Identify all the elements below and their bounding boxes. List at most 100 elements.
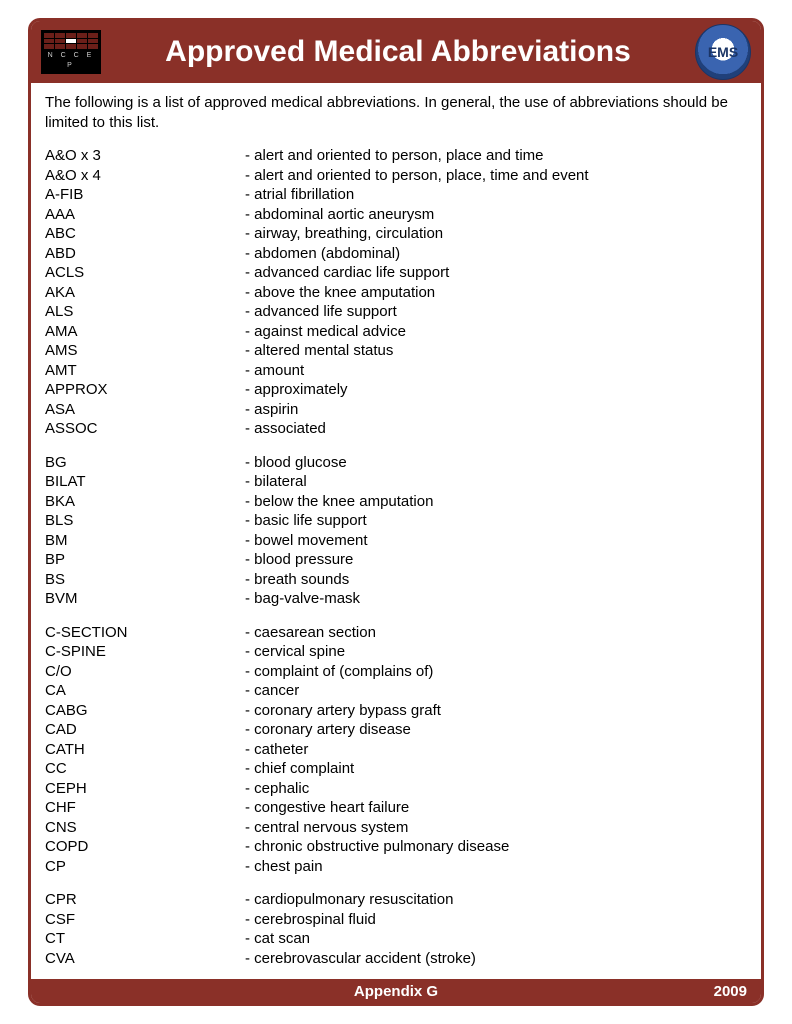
abbrev-row: A-FIB- atrial fibrillation [45, 185, 747, 205]
abbrev-definition: - altered mental status [245, 341, 747, 361]
nccep-logo-text: N C C E P [44, 51, 98, 71]
abbrev-term: CHF [45, 798, 245, 818]
abbrev-definition: - bag-valve-mask [245, 589, 747, 609]
abbrev-term: ALS [45, 302, 245, 322]
abbrev-row: BILAT- bilateral [45, 472, 747, 492]
abbrev-definition: - cerebrovascular accident (stroke) [245, 949, 747, 969]
abbrev-definition: - advanced life support [245, 302, 747, 322]
abbrev-row: CABG- coronary artery bypass graft [45, 701, 747, 721]
abbrev-term: CNS [45, 818, 245, 838]
abbrev-term: AMA [45, 322, 245, 342]
abbrev-row: AMS- altered mental status [45, 341, 747, 361]
abbrev-definition: - cat scan [245, 929, 747, 949]
abbrev-row: CP- chest pain [45, 857, 747, 877]
abbrev-row: CNS- central nervous system [45, 818, 747, 838]
abbrev-term: APPROX [45, 380, 245, 400]
abbrev-definition: - alert and oriented to person, place an… [245, 146, 747, 166]
abbrev-row: APPROX- approximately [45, 380, 747, 400]
abbrev-definition: - blood pressure [245, 550, 747, 570]
abbrev-row: BM- bowel movement [45, 531, 747, 551]
abbrev-row: BG- blood glucose [45, 453, 747, 473]
abbrev-term: A&O x 4 [45, 166, 245, 186]
abbrev-row: CEPH- cephalic [45, 779, 747, 799]
abbrev-term: BVM [45, 589, 245, 609]
abbrev-row: CC- chief complaint [45, 759, 747, 779]
abbrev-definition: - above the knee amputation [245, 283, 747, 303]
abbrev-definition: - cephalic [245, 779, 747, 799]
abbrev-row: CSF- cerebrospinal fluid [45, 910, 747, 930]
abbrev-term: AMS [45, 341, 245, 361]
abbrev-definition: - cardiopulmonary resuscitation [245, 890, 747, 910]
abbrev-definition: - alert and oriented to person, place, t… [245, 166, 747, 186]
abbrev-term: CATH [45, 740, 245, 760]
abbrev-row: C/O- complaint of (complains of) [45, 662, 747, 682]
abbrev-row: COPD- chronic obstructive pulmonary dise… [45, 837, 747, 857]
abbrev-definition: - airway, breathing, circulation [245, 224, 747, 244]
abbrev-row: ASSOC- associated [45, 419, 747, 439]
abbrev-row: CVA- cerebrovascular accident (stroke) [45, 949, 747, 969]
abbrev-row: ABC- airway, breathing, circulation [45, 224, 747, 244]
abbrev-group: A&O x 3- alert and oriented to person, p… [45, 146, 747, 439]
abbrev-definition: - coronary artery disease [245, 720, 747, 740]
abbrev-row: A&O x 4- alert and oriented to person, p… [45, 166, 747, 186]
document-frame: N C C E P Approved Medical Abbreviations… [28, 18, 764, 1006]
abbrev-term: BG [45, 453, 245, 473]
abbrev-definition: - cervical spine [245, 642, 747, 662]
abbrev-row: CATH- catheter [45, 740, 747, 760]
abbrev-term: ASSOC [45, 419, 245, 439]
abbrev-definition: - caesarean section [245, 623, 747, 643]
abbrev-term: C-SPINE [45, 642, 245, 662]
abbrev-group: BG- blood glucoseBILAT- bilateralBKA- be… [45, 453, 747, 609]
abbrev-term: COPD [45, 837, 245, 857]
abbrev-definition: - bowel movement [245, 531, 747, 551]
abbrev-definition: - abdominal aortic aneurysm [245, 205, 747, 225]
abbrev-term: C-SECTION [45, 623, 245, 643]
abbrev-term: BM [45, 531, 245, 551]
abbrev-definition: - below the knee amputation [245, 492, 747, 512]
abbrev-row: AKA- above the knee amputation [45, 283, 747, 303]
page-title: Approved Medical Abbreviations [113, 35, 683, 69]
abbrev-row: CHF- congestive heart failure [45, 798, 747, 818]
abbreviation-list: A&O x 3- alert and oriented to person, p… [45, 146, 747, 968]
abbrev-row: ABD- abdomen (abdominal) [45, 244, 747, 264]
abbrev-group: CPR- cardiopulmonary resuscitationCSF- c… [45, 890, 747, 968]
abbrev-term: A-FIB [45, 185, 245, 205]
abbrev-row: BS- breath sounds [45, 570, 747, 590]
footer-center: Appendix G [354, 983, 438, 1000]
abbrev-row: CA- cancer [45, 681, 747, 701]
abbrev-row: AMT- amount [45, 361, 747, 381]
abbrev-term: A&O x 3 [45, 146, 245, 166]
header-bar: N C C E P Approved Medical Abbreviations… [31, 21, 761, 83]
abbrev-definition: - against medical advice [245, 322, 747, 342]
abbrev-term: CSF [45, 910, 245, 930]
abbrev-row: CPR- cardiopulmonary resuscitation [45, 890, 747, 910]
abbrev-term: CC [45, 759, 245, 779]
abbrev-term: BP [45, 550, 245, 570]
abbrev-term: CEPH [45, 779, 245, 799]
abbrev-definition: - advanced cardiac life support [245, 263, 747, 283]
abbrev-term: AMT [45, 361, 245, 381]
abbrev-definition: - breath sounds [245, 570, 747, 590]
abbrev-row: BVM- bag-valve-mask [45, 589, 747, 609]
abbrev-definition: - basic life support [245, 511, 747, 531]
abbrev-definition: - atrial fibrillation [245, 185, 747, 205]
abbrev-definition: - abdomen (abdominal) [245, 244, 747, 264]
abbrev-row: BLS- basic life support [45, 511, 747, 531]
abbrev-definition: - catheter [245, 740, 747, 760]
abbrev-term: ABD [45, 244, 245, 264]
abbrev-definition: - cancer [245, 681, 747, 701]
ems-logo: EMS [695, 24, 751, 80]
footer-year: 2009 [714, 983, 747, 1000]
abbrev-term: ACLS [45, 263, 245, 283]
abbrev-row: ASA- aspirin [45, 400, 747, 420]
abbrev-term: ASA [45, 400, 245, 420]
abbrev-row: C-SECTION- caesarean section [45, 623, 747, 643]
abbrev-term: CPR [45, 890, 245, 910]
abbrev-row: C-SPINE- cervical spine [45, 642, 747, 662]
abbrev-row: CT- cat scan [45, 929, 747, 949]
abbrev-definition: - blood glucose [245, 453, 747, 473]
abbrev-row: AAA- abdominal aortic aneurysm [45, 205, 747, 225]
nccep-grid-icon [44, 33, 98, 49]
abbrev-group: C-SECTION- caesarean sectionC-SPINE- cer… [45, 623, 747, 877]
abbrev-term: BILAT [45, 472, 245, 492]
